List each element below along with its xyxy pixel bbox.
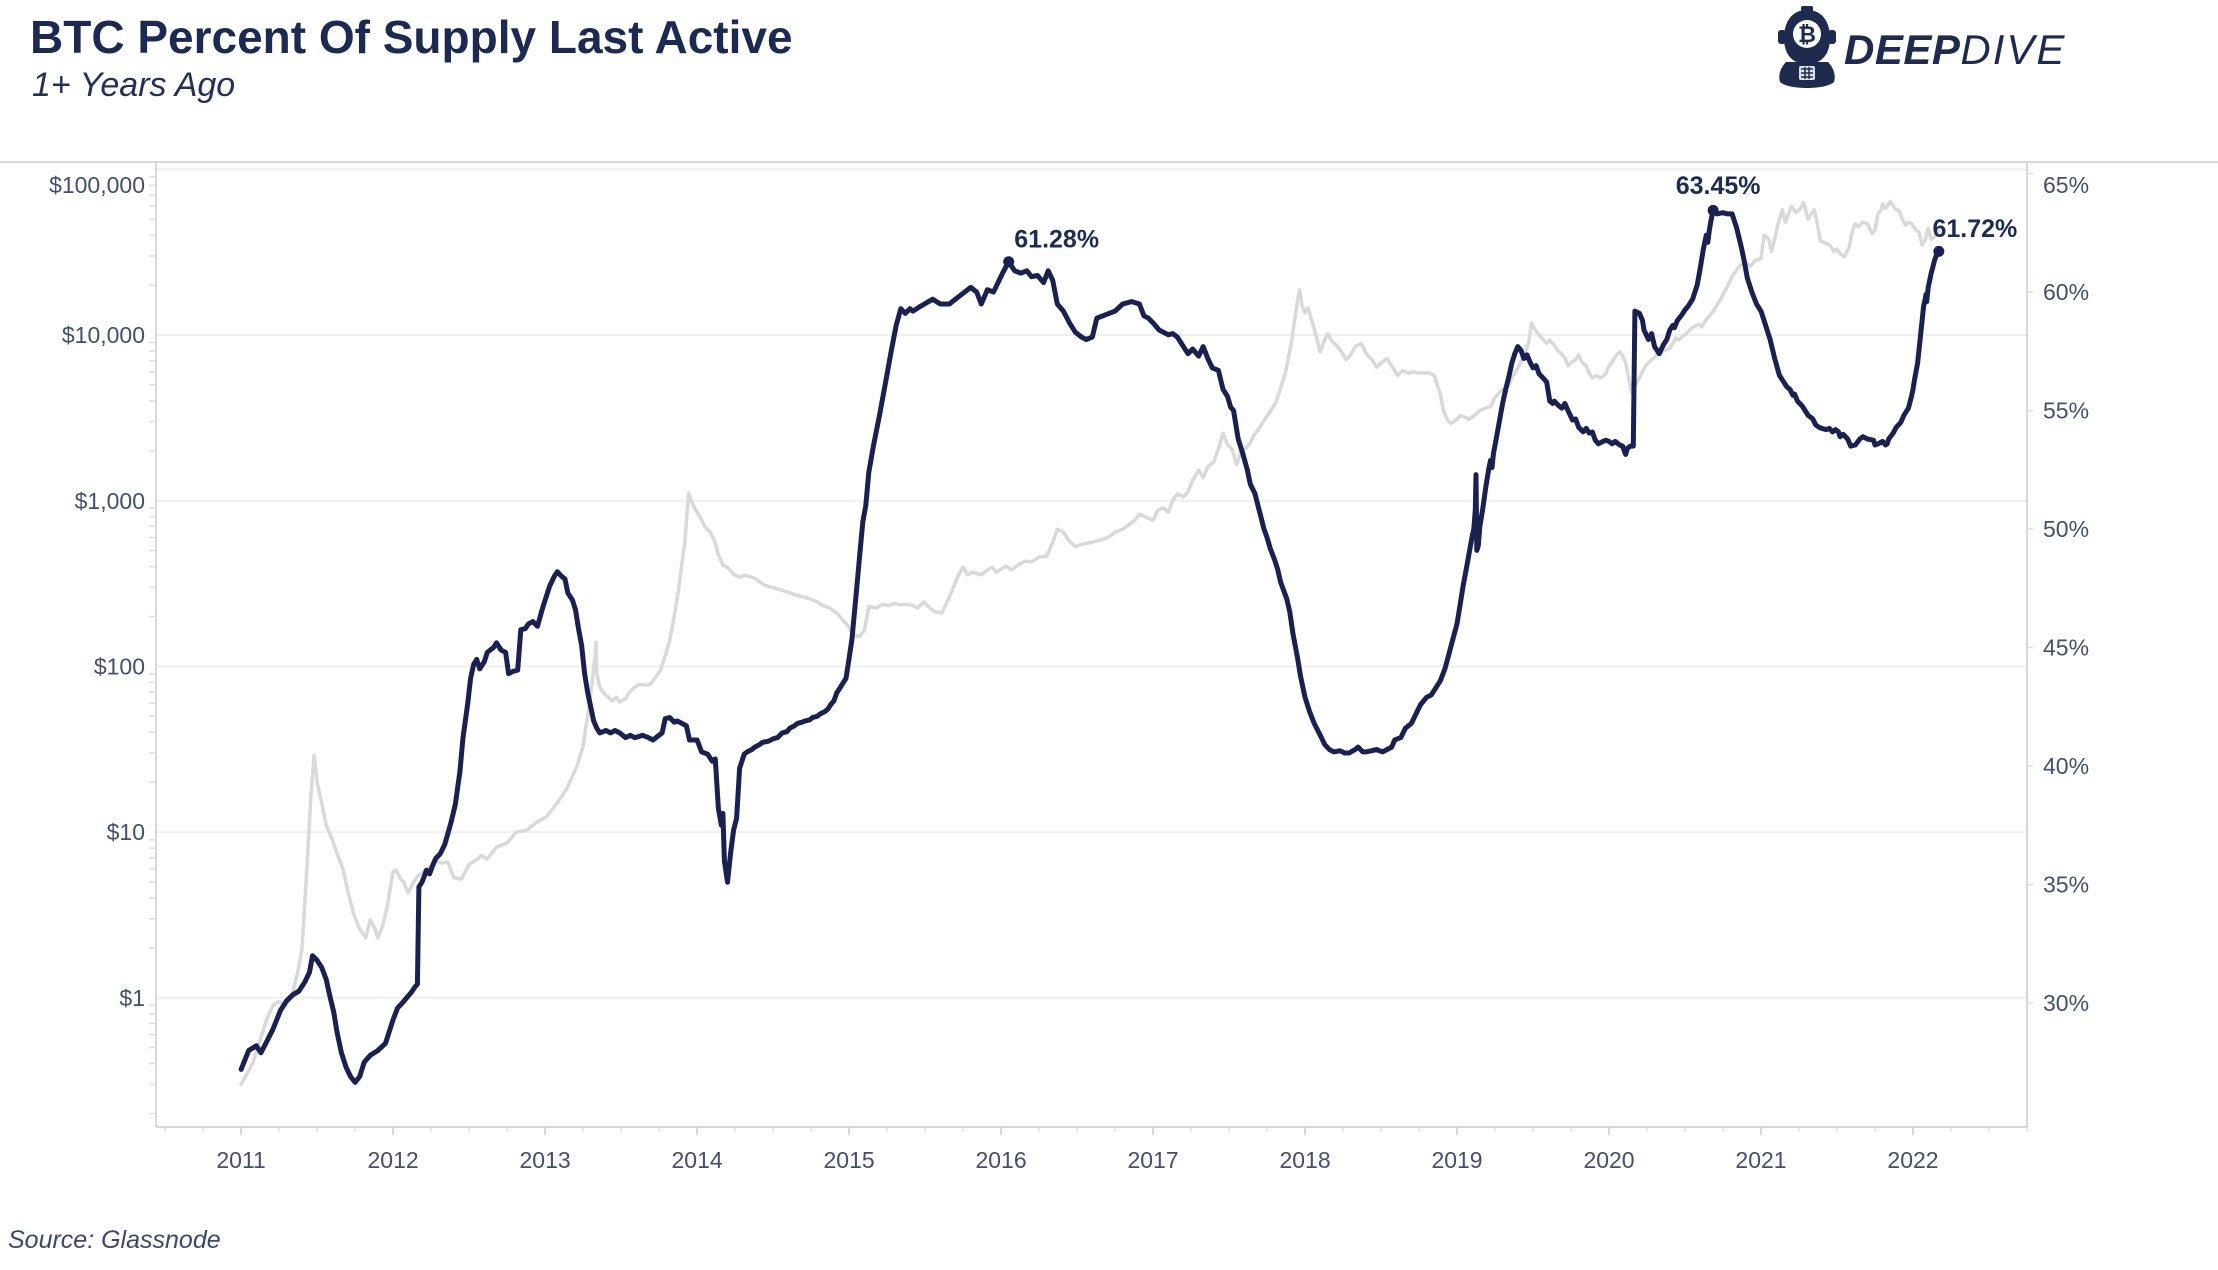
logo-dive: DIVE [1960,26,2067,73]
y-right-tick-label: 50% [2043,516,2089,542]
x-tick-label: 2021 [1735,1147,1786,1173]
y-left-tick-label: $100,000 [49,172,145,198]
bitcoin-symbol: ₿ [1798,22,1816,47]
annotation-label: 61.72% [1932,215,2017,243]
y-right-tick-label: 40% [2043,753,2089,779]
x-tick-label: 2022 [1887,1147,1938,1173]
x-tick-label: 2014 [671,1147,722,1173]
y-right-tick-label: 55% [2043,398,2089,424]
annotations: 61.28% 63.45% 61.72% [1003,172,2017,268]
annotation-label: 63.45% [1676,172,1761,200]
diver-helmet-icon: ₿ [1778,6,1836,99]
x-tick-label: 2018 [1279,1147,1330,1173]
chart-title: BTC Percent Of Supply Last Active [30,11,793,63]
x-tick-label: 2012 [368,1147,419,1173]
y-right-tick-label: 30% [2043,990,2089,1016]
x-tick-label: 2016 [975,1147,1026,1173]
axes [0,161,2218,1135]
annotation-dot [1707,204,1719,216]
gridlines [156,168,2027,999]
logo-wordmark: DEEPDIVE [1844,26,2066,74]
logo-deep: DEEP [1844,26,1961,73]
x-tick-label: 2019 [1431,1147,1482,1173]
x-tick-label: 2020 [1583,1147,1634,1173]
source-note: Source: Glassnode [8,1226,221,1254]
y-left-tick-label: $1,000 [75,488,145,514]
series-line-supply-percent [238,207,1942,1085]
y-right-tick-label: 45% [2043,635,2089,661]
annotation-dot [1003,256,1015,268]
x-tick-label: 2013 [520,1147,571,1173]
x-tick-label: 2015 [823,1147,874,1173]
axis-labels: $100,000 $10,000 $1,000 $100 $10 $1 65% 60% 55% 5… [49,172,2089,1173]
y-right-tick-label: 65% [2043,172,2089,198]
y-right-tick-label: 60% [2043,279,2089,305]
chart-subtitle: 1+ Years Ago [32,66,236,104]
y-left-tick-label: $10 [107,819,145,845]
y-left-tick-label: $100 [94,653,145,679]
series-lines [238,199,1942,1087]
x-tick-label: 2017 [1127,1147,1178,1173]
x-tick-label: 2011 [216,1147,265,1173]
y-left-tick-label: $10,000 [62,322,145,348]
y-left-tick-label: $1 [119,985,145,1011]
annotation-dot [1933,245,1945,257]
annotation-label: 61.28% [1014,226,1099,254]
deepdive-logo: ₿ DEEPDIVE [1778,4,2208,96]
y-right-tick-label: 35% [2043,872,2089,898]
